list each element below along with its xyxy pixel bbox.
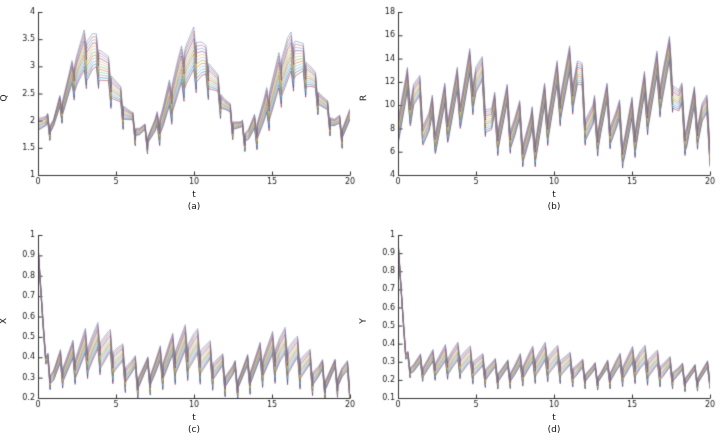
subplot-caption-b: (b): [547, 202, 561, 212]
x-axis-label-a: t: [192, 190, 196, 200]
subplot-caption-d: (d): [547, 425, 561, 435]
y-axis-label-b: R: [359, 94, 370, 102]
chart-canvas-a: [4, 6, 358, 190]
x-axis-label-d: t: [552, 413, 556, 423]
x-axis-label-b: t: [552, 190, 556, 200]
x-axis-label-c: t: [192, 413, 196, 423]
y-axis-label-d: Y: [358, 318, 369, 324]
subplot-caption-a: (a): [187, 202, 201, 212]
y-axis-label-c: X: [0, 318, 10, 325]
subplot-d: Y t (d): [358, 223, 720, 446]
y-axis-label-a: Q: [0, 94, 10, 102]
subplot-c: X t (c): [0, 223, 360, 446]
chart-canvas-c: [4, 229, 358, 413]
chart-canvas-b: [364, 6, 718, 190]
subplot-caption-c: (c): [188, 425, 200, 435]
subplot-a: Q t (a): [0, 0, 360, 223]
chart-canvas-d: [364, 229, 718, 413]
subplot-b: R t (b): [359, 0, 720, 223]
